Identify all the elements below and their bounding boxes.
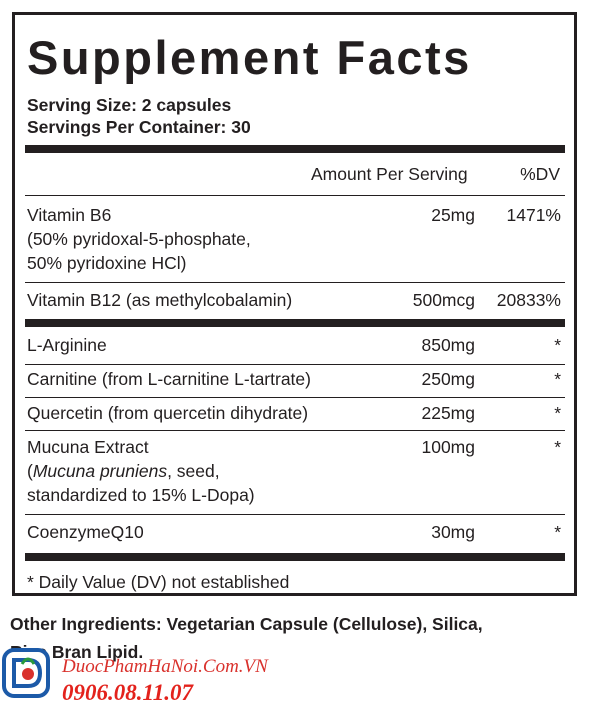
nutrient-name-line: Quercetin (from quercetin dihydrate)	[27, 403, 309, 423]
nutrient-name-line: Vitamin B12 (as methylcobalamin)	[27, 290, 293, 310]
supplement-facts-panel: Supplement Facts Serving Size: 2 capsule…	[12, 12, 577, 596]
nutrient-dv: *	[554, 403, 561, 423]
nutrient-dv: *	[554, 522, 561, 542]
latin-name: Mucuna pruniens	[32, 461, 168, 481]
dv-header: %DV	[520, 164, 560, 184]
footnote: * Daily Value (DV) not established	[27, 572, 290, 592]
nutrient-name-line: 50% pyridoxine HCl)	[27, 253, 187, 273]
serving-size: Serving Size: 2 capsules	[27, 95, 232, 115]
nutrient-name: CoenzymeQ10	[27, 520, 144, 544]
nutrient-name: Carnitine (from L-carnitine L-tartrate)	[27, 367, 311, 391]
thick-divider	[25, 553, 565, 561]
nutrient-amount: 500mcg	[412, 290, 475, 310]
watermark-phone: 0906.08.11.07	[62, 680, 193, 705]
name-text: , seed,	[167, 461, 220, 481]
nutrient-name-line: Vitamin B6	[27, 205, 112, 225]
nutrient-amount: 100mg	[421, 437, 475, 457]
nutrient-name-line: (Mucuna pruniens, seed,	[27, 459, 255, 483]
nutrient-dv: 1471%	[506, 205, 562, 225]
nutrient-name-line: (50% pyridoxal-5-phosphate,	[27, 229, 251, 249]
nutrient-name-line: Mucuna Extract	[27, 437, 149, 457]
pharmacy-logo-icon	[2, 648, 50, 698]
servings-per-container: Servings Per Container: 30	[27, 117, 251, 137]
nutrient-name: Quercetin (from quercetin dihydrate)	[27, 401, 308, 425]
nutrient-name-line: Carnitine (from L-carnitine L-tartrate)	[27, 369, 311, 389]
nutrient-dv: *	[554, 437, 561, 457]
divider	[25, 397, 565, 398]
thick-divider	[25, 145, 565, 153]
amount-header: Amount Per Serving	[311, 164, 468, 184]
nutrient-name: L-Arginine	[27, 333, 107, 357]
divider	[25, 195, 565, 196]
nutrient-amount: 25mg	[431, 205, 475, 225]
nutrient-dv: *	[554, 369, 561, 389]
divider	[25, 514, 565, 515]
divider	[25, 282, 565, 283]
watermark-site: DuocPhamHaNoi.Com.VN	[62, 656, 268, 677]
nutrient-name-line: standardized to 15% L-Dopa)	[27, 485, 255, 505]
nutrient-name: Mucuna Extract (Mucuna pruniens, seed, s…	[27, 435, 255, 507]
nutrient-name: Vitamin B6 (50% pyridoxal-5-phosphate, 5…	[27, 203, 251, 275]
nutrient-amount: 30mg	[431, 522, 475, 542]
nutrient-amount: 850mg	[421, 335, 475, 355]
divider	[25, 364, 565, 365]
nutrient-name: Vitamin B12 (as methylcobalamin)	[27, 288, 292, 312]
nutrient-name-line: L-Arginine	[27, 335, 107, 355]
other-ingredients-line1: Other Ingredients: Vegetarian Capsule (C…	[10, 614, 483, 634]
nutrient-dv: *	[554, 335, 561, 355]
panel-title: Supplement Facts	[27, 31, 472, 84]
nutrient-amount: 250mg	[421, 369, 475, 389]
nutrient-amount: 225mg	[421, 403, 475, 423]
thick-divider	[25, 319, 565, 327]
name-text: (	[27, 461, 33, 481]
nutrient-name-line: CoenzymeQ10	[27, 522, 144, 542]
nutrient-dv: 20833%	[496, 290, 561, 310]
divider	[25, 430, 565, 431]
